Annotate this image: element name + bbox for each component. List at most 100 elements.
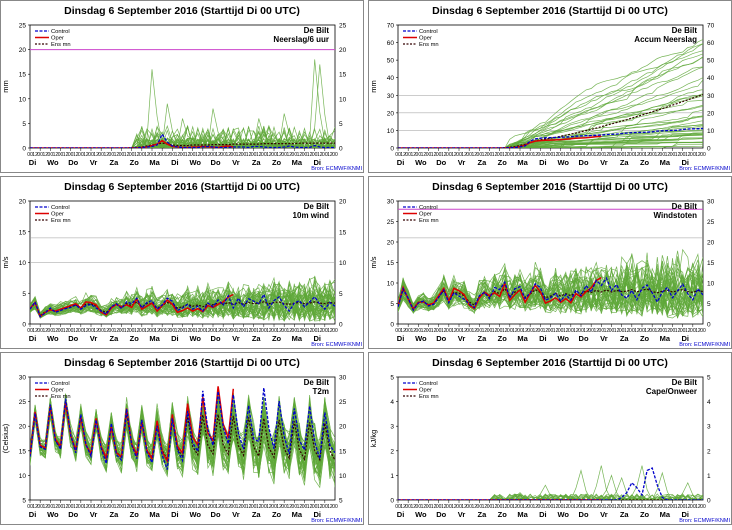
ensemble-member-line (398, 269, 703, 317)
ensemble-member-line (398, 493, 703, 500)
x-hour-label: 00 (517, 504, 523, 510)
ensemble-member-line (30, 392, 335, 476)
variable-label: 10m wind (293, 211, 330, 220)
x-hour-label: 00 (487, 504, 493, 510)
x-day-label: Ma (517, 334, 528, 343)
ensemble-member-line (398, 43, 703, 148)
x-hour-label: 12 (215, 328, 221, 334)
x-day-label: Ma (517, 158, 528, 167)
x-hour-label: 00 (690, 504, 696, 510)
x-hour-label: 12 (563, 152, 569, 158)
x-hour-label: 00 (405, 504, 411, 510)
x-day-label: Di (29, 334, 37, 343)
x-day-label: Di (539, 334, 547, 343)
x-hour-label: 00 (200, 328, 206, 334)
x-day-label: Ma (660, 158, 671, 167)
x-hour-label: 00 (58, 504, 64, 510)
x-day-label: Za (109, 334, 119, 343)
y-tick-label-right: 0 (707, 498, 711, 505)
x-hour-label: 12 (451, 504, 457, 510)
legend-label: Ens mn (419, 42, 439, 48)
x-hour-label: 00 (302, 504, 308, 510)
x-day-label: Zo (640, 158, 650, 167)
control-line (30, 132, 335, 148)
x-day-label: Do (436, 158, 446, 167)
x-day-label: Wo (415, 510, 427, 519)
y-tick-label-right: 0 (707, 322, 711, 329)
x-hour-label: 12 (195, 328, 201, 334)
legend-label: Ens mn (51, 42, 71, 48)
x-hour-label: 12 (553, 328, 559, 334)
x-hour-label: 12 (53, 504, 59, 510)
y-tick-label-right: 15 (339, 229, 347, 236)
x-day-label: Wo (189, 510, 201, 519)
chart-title: Dinsdag 6 September 2016 (Starttijd Di 0… (64, 5, 300, 17)
y-tick-label-right: 15 (339, 72, 347, 79)
x-hour-label: 00 (119, 152, 125, 158)
chart-accum-neerslag: Dinsdag 6 September 2016 (Starttijd Di 0… (368, 0, 732, 173)
y-axis-label: mm (369, 80, 378, 93)
x-hour-label: 12 (124, 504, 130, 510)
x-day-label: Zo (498, 334, 508, 343)
x-hour-label: 12 (665, 504, 671, 510)
x-hour-label: 12 (431, 328, 437, 334)
x-hour-label: 00 (190, 328, 196, 334)
x-day-label: Di (539, 158, 547, 167)
x-day-label: Wo (557, 334, 569, 343)
x-hour-label: 12 (573, 328, 579, 334)
x-hour-label: 12 (286, 328, 292, 334)
x-hour-label: 12 (124, 152, 130, 158)
y-tick-label-right: 70 (707, 23, 715, 30)
x-hour-label: 00 (78, 504, 84, 510)
x-hour-label: 00 (322, 152, 328, 158)
x-day-label: Do (436, 510, 446, 519)
x-hour-label: 12 (246, 504, 252, 510)
x-hour-label: 00 (78, 328, 84, 334)
x-hour-label: 00 (48, 152, 54, 158)
x-hour-label: 00 (261, 328, 267, 334)
x-hour-label: 12 (175, 504, 181, 510)
y-tick-label-left: 10 (19, 260, 27, 267)
x-hour-label: 00 (456, 152, 462, 158)
x-hour-label: 12 (317, 504, 323, 510)
x-hour-label: 12 (624, 328, 630, 334)
x-hour-label: 00 (322, 504, 328, 510)
y-tick-label-left: 15 (19, 229, 27, 236)
x-hour-label: 00 (507, 328, 513, 334)
x-hour-label: 12 (543, 152, 549, 158)
y-tick-label-right: 10 (339, 473, 347, 480)
ensemble-member-line (398, 132, 703, 148)
y-tick-label-right: 25 (339, 399, 347, 406)
x-hour-label: 12 (461, 504, 467, 510)
panel-windstoten: Dinsdag 6 September 2016 (Starttijd Di 0… (368, 176, 732, 349)
x-day-label: Di (681, 334, 689, 343)
x-day-label: Di (397, 510, 405, 519)
x-hour-label: 12 (246, 152, 252, 158)
x-hour-label: 12 (421, 504, 427, 510)
x-hour-label: 00 (599, 504, 605, 510)
x-hour-label: 00 (507, 152, 513, 158)
x-hour-label: 12 (502, 328, 508, 334)
ensemble-member-line (398, 104, 703, 148)
y-tick-label-left: 20 (19, 47, 27, 54)
x-hour-label: 12 (327, 152, 333, 158)
x-hour-label: 12 (654, 328, 660, 334)
x-day-label: Zo (272, 510, 282, 519)
ensemble-member-line (398, 281, 703, 313)
y-tick-label-right: 20 (707, 240, 715, 247)
x-day-label: Do (579, 334, 589, 343)
x-hour-label: 12 (73, 152, 79, 158)
x-hour-label: 12 (327, 328, 333, 334)
x-hour-label: 00 (170, 504, 176, 510)
x-hour-label: 00 (159, 152, 165, 158)
panel-10m-wind: Dinsdag 6 September 2016 (Starttijd Di 0… (0, 176, 364, 349)
x-hour-label: 00 (446, 152, 452, 158)
y-tick-label-left: 20 (387, 110, 395, 117)
x-hour-label: 00 (395, 152, 401, 158)
ensemble-member-line (30, 292, 335, 322)
x-hour-label: 00 (68, 152, 74, 158)
x-hour-label: 12 (134, 152, 140, 158)
x-hour-label: 00 (588, 328, 594, 334)
x-hour-label: 00 (220, 152, 226, 158)
